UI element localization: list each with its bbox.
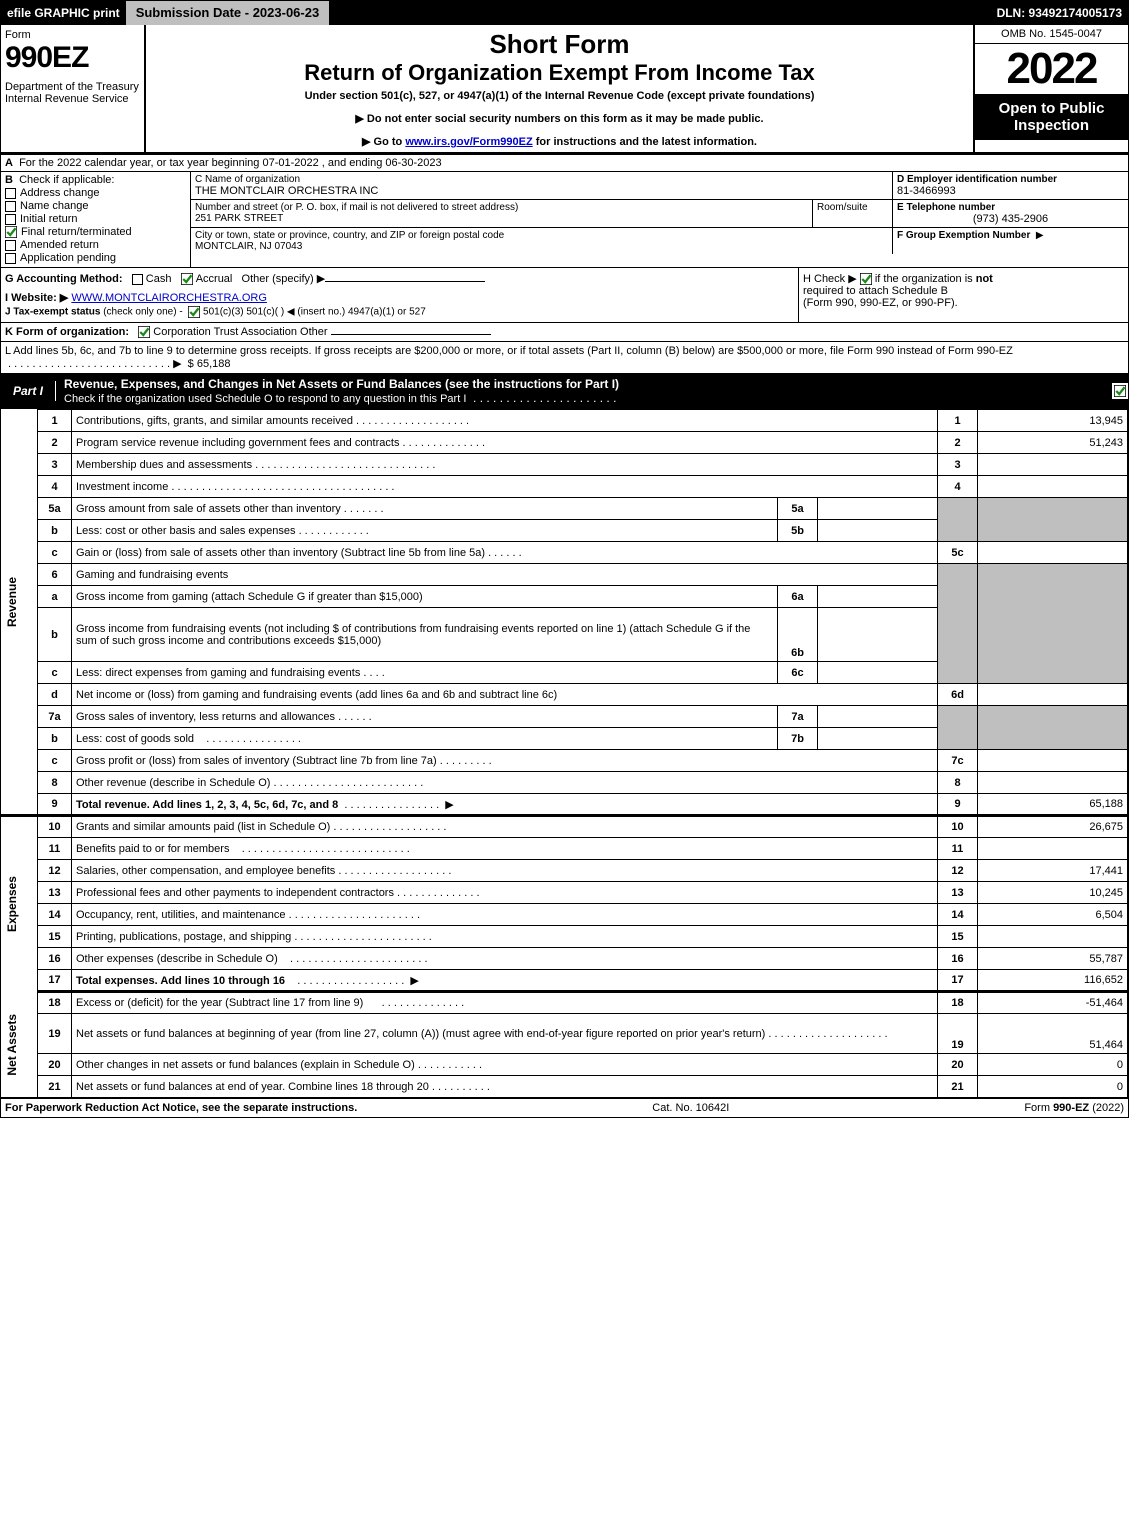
cb-name-change[interactable]: Name change (5, 200, 186, 212)
efile-label: efile GRAPHIC print (1, 6, 126, 20)
line-5a: 5a Gross amount from sale of assets othe… (1, 498, 1128, 520)
telephone-block: E Telephone number (973) 435-2906 (893, 200, 1128, 227)
row-l: L Add lines 5b, 6c, and 7b to line 9 to … (1, 342, 1128, 374)
line-12: 12 Salaries, other compensation, and emp… (1, 860, 1128, 882)
line-6d: d Net income or (loss) from gaming and f… (1, 684, 1128, 706)
part-i-check (1112, 383, 1128, 399)
section-bcdef: B Check if applicable: Address change Na… (1, 172, 1128, 268)
cb-cash[interactable] (132, 274, 143, 285)
cb-address-change[interactable]: Address change (5, 187, 186, 199)
check-icon (5, 226, 17, 238)
lines-table: Revenue 1 Contributions, gifts, grants, … (1, 409, 1128, 1098)
website-link[interactable]: WWW.MONTCLAIRORCHESTRA.ORG (71, 292, 267, 304)
check-icon (860, 273, 872, 285)
form-header: Form 990EZ Department of the Treasury In… (1, 25, 1128, 155)
line-1: Revenue 1 Contributions, gifts, grants, … (1, 410, 1128, 432)
return-title: Return of Organization Exempt From Incom… (150, 60, 969, 86)
cb-final-return[interactable]: Final return/terminated (5, 226, 186, 238)
street-block: Number and street (or P. O. box, if mail… (191, 200, 813, 227)
line-6: 6 Gaming and fundraising events (1, 564, 1128, 586)
line-7c: c Gross profit or (loss) from sales of i… (1, 750, 1128, 772)
line-17: 17 Total expenses. Add lines 10 through … (1, 970, 1128, 992)
ssn-warning: ▶ Do not enter social security numbers o… (150, 112, 969, 125)
form-container: efile GRAPHIC print Submission Date - 20… (0, 0, 1129, 1118)
goto-link[interactable]: www.irs.gov/Form990EZ (405, 136, 532, 148)
check-icon (181, 273, 193, 285)
omb-number: OMB No. 1545-0047 (975, 25, 1128, 44)
line-9: 9 Total revenue. Add lines 1, 2, 3, 4, 5… (1, 794, 1128, 816)
row-a: A For the 2022 calendar year, or tax yea… (1, 155, 1128, 172)
header-right: OMB No. 1545-0047 2022 Open to Public In… (973, 25, 1128, 152)
check-icon (188, 306, 200, 318)
city-block: City or town, state or province, country… (191, 228, 893, 254)
column-b: B Check if applicable: Address change Na… (1, 172, 191, 267)
part-i-header: Part I Revenue, Expenses, and Changes in… (1, 374, 1128, 409)
section-h: H Check ▶ if the organization is not req… (798, 268, 1128, 322)
dln-label: DLN: 93492174005173 (991, 6, 1128, 20)
line-21: 21 Net assets or fund balances at end of… (1, 1076, 1128, 1098)
line-19: 19 Net assets or fund balances at beginn… (1, 1014, 1128, 1054)
header-center: Short Form Return of Organization Exempt… (146, 25, 973, 152)
cb-initial-return[interactable]: Initial return (5, 213, 186, 225)
line-2: 2 Program service revenue including gove… (1, 432, 1128, 454)
cb-application-pending[interactable]: Application pending (5, 252, 186, 264)
ein-block: D Employer identification number 81-3466… (893, 172, 1128, 200)
line-15: 15 Printing, publications, postage, and … (1, 926, 1128, 948)
department-label: Department of the Treasury Internal Reve… (5, 81, 140, 105)
form-number: 990EZ (5, 41, 140, 75)
form-word: Form (5, 29, 140, 41)
check-icon (1114, 385, 1126, 397)
under-section: Under section 501(c), 527, or 4947(a)(1)… (150, 90, 969, 102)
line-16: 16 Other expenses (describe in Schedule … (1, 948, 1128, 970)
org-name-block: C Name of organization THE MONTCLAIR ORC… (191, 172, 893, 200)
tax-year: 2022 (975, 44, 1128, 94)
line-8: 8 Other revenue (describe in Schedule O)… (1, 772, 1128, 794)
section-ghij: G Accounting Method: Cash Accrual Other … (1, 268, 1128, 323)
footer: For Paperwork Reduction Act Notice, see … (1, 1098, 1128, 1117)
line-7a: 7a Gross sales of inventory, less return… (1, 706, 1128, 728)
website-line: I Website: ▶ WWW.MONTCLAIRORCHESTRA.ORG (5, 291, 794, 304)
line-5c: c Gain or (loss) from sale of assets oth… (1, 542, 1128, 564)
cb-amended-return[interactable]: Amended return (5, 239, 186, 251)
group-exemption-block: F Group Exemption Number ▶ (893, 228, 1128, 254)
row-k: K Form of organization: Corporation Trus… (1, 323, 1128, 342)
column-cde: C Name of organization THE MONTCLAIR ORC… (191, 172, 1128, 267)
accounting-method: G Accounting Method: Cash Accrual Other … (5, 272, 794, 285)
top-bar: efile GRAPHIC print Submission Date - 20… (1, 1, 1128, 25)
line-11: 11 Benefits paid to or for members . . .… (1, 838, 1128, 860)
check-icon (138, 326, 150, 338)
goto-line: ▶ Go to www.irs.gov/Form990EZ for instru… (150, 135, 969, 148)
line-3: 3 Membership dues and assessments . . . … (1, 454, 1128, 476)
line-18: Net Assets 18 Excess or (deficit) for th… (1, 992, 1128, 1014)
room-block: Room/suite (813, 200, 893, 227)
submission-date: Submission Date - 2023-06-23 (126, 1, 330, 25)
line-13: 13 Professional fees and other payments … (1, 882, 1128, 904)
line-10: Expenses 10 Grants and similar amounts p… (1, 816, 1128, 838)
tax-exempt-line: J Tax-exempt status (check only one) - 5… (5, 306, 794, 318)
line-20: 20 Other changes in net assets or fund b… (1, 1054, 1128, 1076)
header-left: Form 990EZ Department of the Treasury In… (1, 25, 146, 152)
line-14: 14 Occupancy, rent, utilities, and maint… (1, 904, 1128, 926)
open-inspection: Open to Public Inspection (975, 94, 1128, 140)
short-form-label: Short Form (150, 29, 969, 60)
line-4: 4 Investment income . . . . . . . . . . … (1, 476, 1128, 498)
